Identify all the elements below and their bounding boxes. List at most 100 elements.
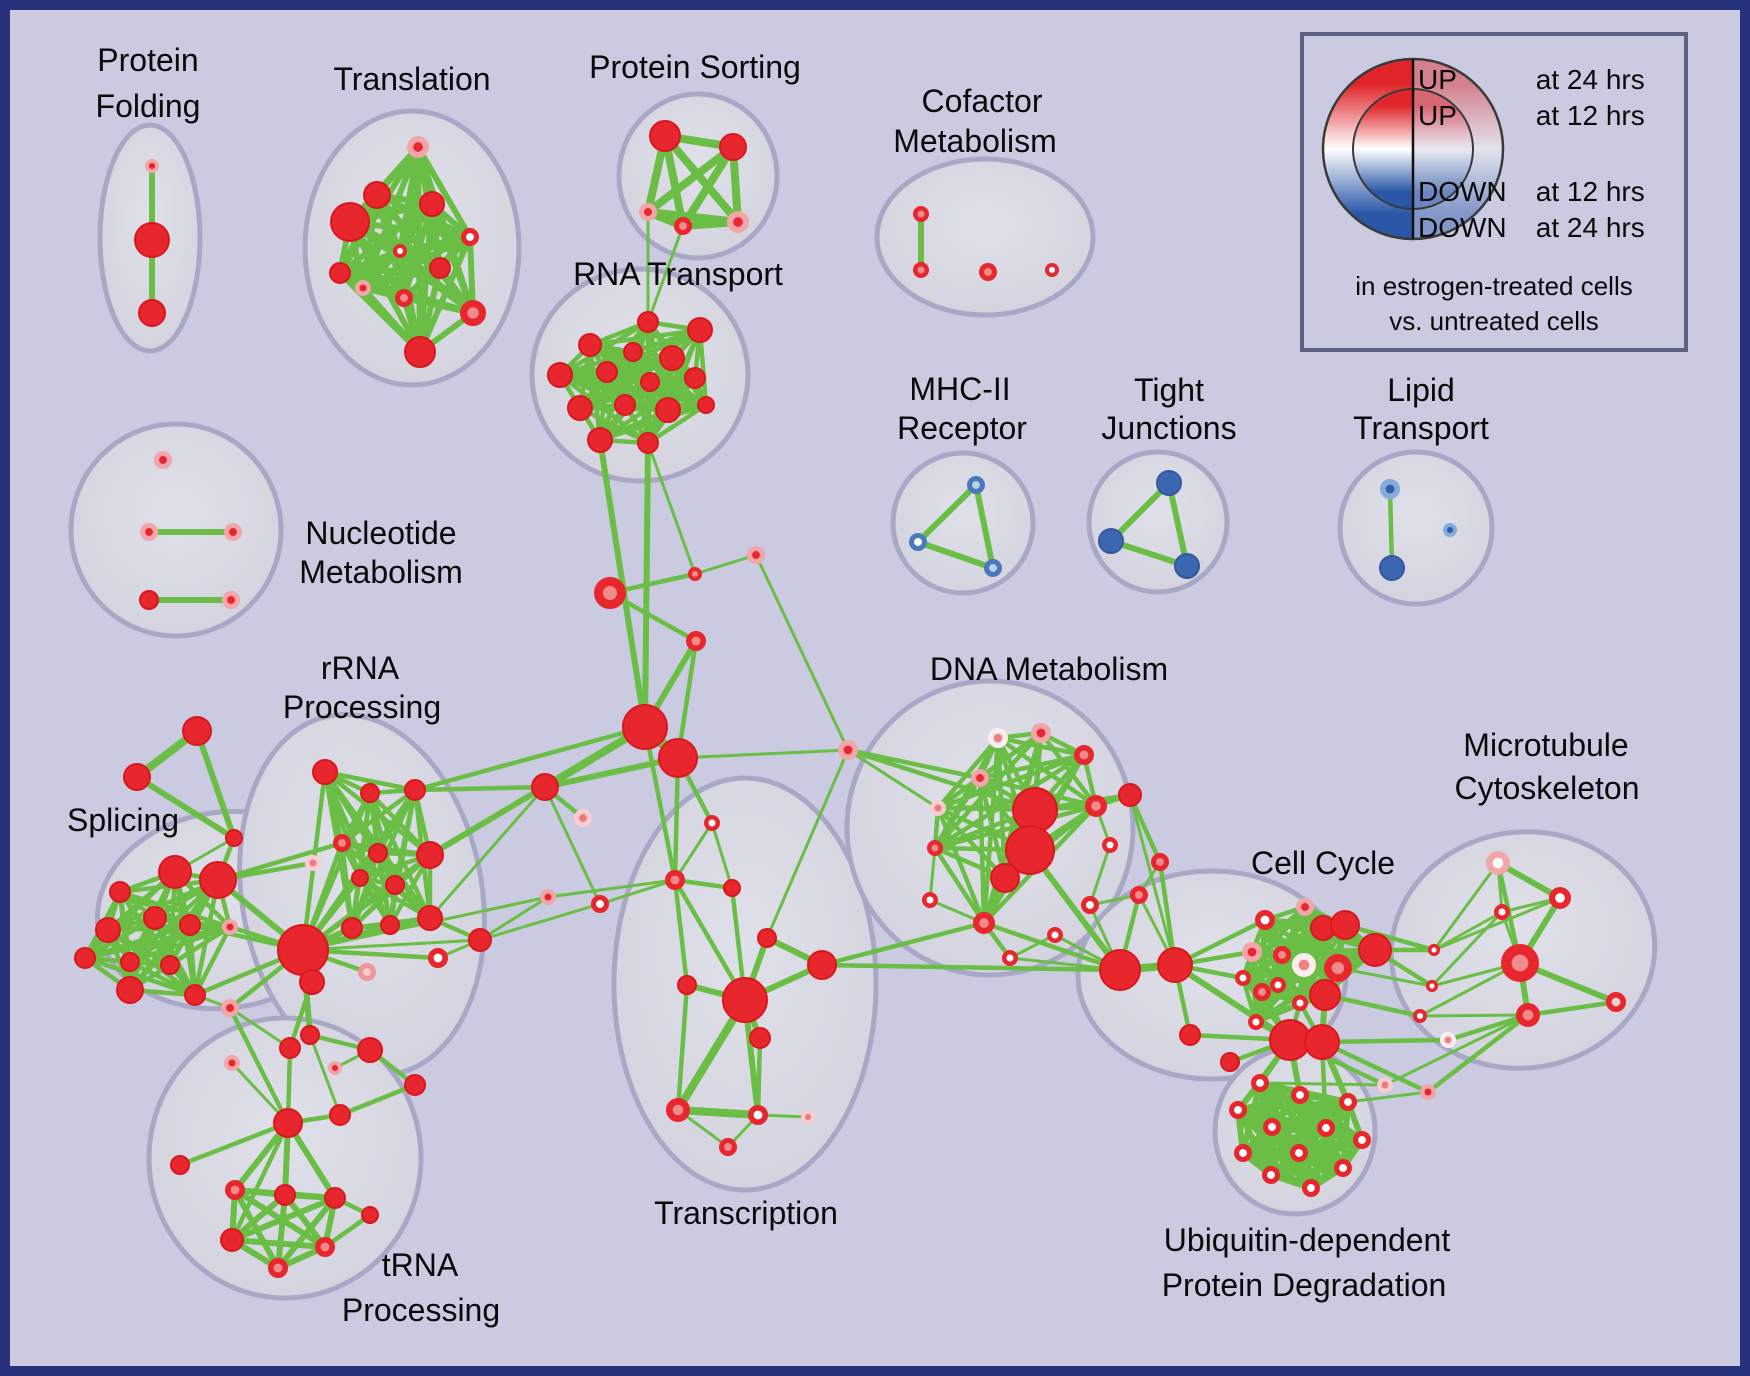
network-node-rp [1253,983,1272,1002]
cluster-label-dna-metabolism: DNA Metabolism [930,651,1168,687]
network-node-r [380,915,400,935]
network-node-r [587,427,613,453]
network-node-r [404,779,426,801]
network-node-rp [912,261,929,278]
network-node-bl [967,475,986,494]
network-edge [646,224,685,324]
network-node-rw [747,1105,768,1126]
network-edge [644,143,737,216]
network-node-pr [747,546,766,565]
network-node-rp [979,262,998,281]
network-node-rp [926,839,943,856]
network-edge [546,878,677,899]
network-node-rp [1084,795,1107,818]
network-node-rw [427,947,448,968]
network-node-r [637,432,659,454]
cluster-label-trna-processing: Processing [342,1292,500,1328]
cluster-label-nucleotide-metabolism: Nucleotide [305,515,456,551]
network-node-rw [1229,1101,1248,1120]
network-node-wp [1291,952,1316,977]
network-node-rw [1046,926,1063,943]
network-node-pr [327,1060,342,1075]
network-node-pr [221,999,240,1018]
network-edge [819,962,1123,973]
network-edge [1432,910,1504,952]
network-edge [301,938,482,952]
network-node-rp [685,630,706,651]
network-node-pr [154,450,173,469]
network-node-r [429,257,451,279]
network-node-rp [1324,953,1353,982]
network-edge [1322,992,1423,1019]
network-edge [1418,1013,1530,1018]
network-node-rw [1234,1144,1253,1163]
network-node-pr [224,1054,241,1071]
network-node-rp [665,1097,690,1122]
network-node-r [274,1184,296,1206]
cluster-label-cell-cycle: Cell Cycle [1251,845,1395,881]
network-node-ppr [574,809,593,828]
network-node-rw [1269,976,1286,993]
network-node-r [578,333,602,357]
cluster-label-protein-sorting: Protein Sorting [589,49,801,85]
network-node-pr [222,918,239,935]
network-node-r [139,590,159,610]
network-node-pr [224,523,243,542]
network-edge [932,845,987,926]
network-node-r [143,906,167,930]
network-node-r [1304,1024,1340,1060]
network-node-r [1358,933,1392,967]
network-edge [1432,896,1562,952]
network-edge [215,840,345,883]
network-node-rw [1263,1118,1282,1137]
network-edge [275,1192,288,1271]
network-node-rw [1291,1086,1310,1105]
network-edge [672,755,681,883]
network-edge [542,755,681,790]
network-node-b [1379,555,1405,581]
network-node-r [1179,1024,1201,1046]
cluster-lipid-transport [1337,449,1495,607]
network-node-r [722,977,768,1023]
network-edge [127,959,198,998]
network-edge [1268,1165,1346,1178]
cluster-label-mhc-ii-receptor: Receptor [897,410,1027,446]
network-edge [1445,1012,1531,1043]
network-edge [337,265,443,276]
network-node-r [719,133,747,161]
network-node-r [1012,787,1058,833]
network-node-r [749,1027,771,1049]
network-edge [981,920,1123,973]
network-node-rp [1130,886,1149,905]
network-node-r [614,394,636,416]
cluster-label-tight-junctions: Tight [1134,372,1204,408]
network-node-r [677,975,697,995]
network-edge [995,735,1099,809]
cluster-label-protein-folding: Protein [97,42,198,78]
network-edge [427,784,548,858]
network-edge [598,878,677,906]
network-edge [1319,1037,1451,1045]
legend-updown-gradient-circle-icon [1321,57,1505,241]
legend-row-up-24: UP at 24 hrs [1418,64,1684,96]
network-edge [1258,1081,1387,1087]
network-node-ppr [304,854,321,871]
network-edge [672,877,748,1003]
cluster-label-nucleotide-metabolism: Metabolism [299,554,463,590]
legend-row-up-12: UP at 12 hrs [1418,100,1684,132]
network-edge [755,1035,763,1118]
network-node-r [300,1025,320,1045]
network-node-rw [1251,1074,1270,1093]
network-node-rw [1291,994,1308,1011]
network-edge [543,785,602,906]
network-node-r [116,976,144,1004]
network-node-rp [1515,1002,1540,1027]
network-node-r [74,947,96,969]
network-node-rw [392,244,407,259]
network-node-r [160,955,180,975]
network-node-r [547,362,573,388]
network-edge [417,234,473,355]
network-node-r [95,917,121,943]
network-node-pp [357,963,376,982]
network-node-rp [314,1237,335,1258]
